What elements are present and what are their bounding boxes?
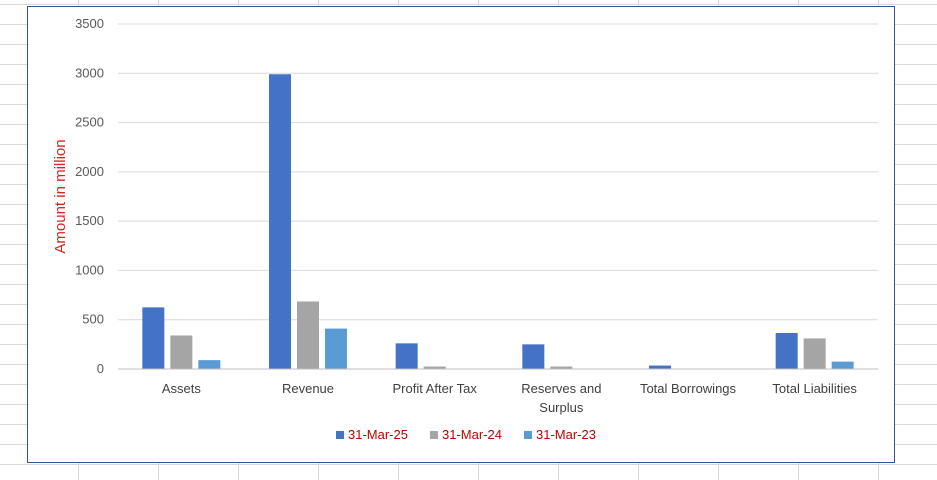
- bar: [170, 335, 193, 369]
- y-tick-label: 2500: [75, 115, 104, 130]
- y-tick-label: 0: [97, 361, 104, 376]
- x-category-label: Total Borrowings: [640, 381, 737, 396]
- bar: [522, 344, 545, 369]
- y-axis-label: Amount in million: [52, 139, 69, 253]
- chart-area: 0 500 1000 1500 2000 2500 3000 3500 Assets Reven…: [27, 6, 895, 463]
- legend-label: 31-Mar-23: [536, 427, 596, 442]
- y-tick-label: 1000: [75, 262, 104, 277]
- legend-swatch: [336, 431, 344, 439]
- y-tick-label: 500: [82, 312, 104, 327]
- y-tick-label: 3500: [75, 16, 104, 31]
- bars: [142, 74, 854, 370]
- legend: 31-Mar-25 31-Mar-24 31-Mar-23: [336, 427, 596, 442]
- bar: [269, 74, 291, 370]
- bar: [297, 301, 319, 369]
- bar: [550, 366, 573, 369]
- y-tick-label: 3000: [75, 65, 104, 80]
- bar: [198, 360, 221, 369]
- bar: [831, 361, 854, 369]
- y-axis-ticks: 0 500 1000 1500 2000 2500 3000 3500: [75, 16, 104, 376]
- legend-swatch: [524, 431, 532, 439]
- legend-item: 31-Mar-24: [430, 427, 502, 442]
- x-category-label: Revenue: [282, 381, 334, 396]
- x-category-label: Assets: [162, 381, 202, 396]
- y-tick-label: 1500: [75, 213, 104, 228]
- bar-chart: 0 500 1000 1500 2000 2500 3000 3500 Assets Reven…: [52, 16, 878, 442]
- x-category-label: Profit After Tax: [393, 381, 478, 396]
- y-tick-label: 2000: [75, 164, 104, 179]
- legend-item: 31-Mar-23: [524, 427, 596, 442]
- bar: [325, 328, 347, 369]
- legend-item: 31-Mar-25: [336, 427, 408, 442]
- bar: [142, 307, 165, 369]
- bar: [803, 338, 826, 369]
- bar: [649, 365, 671, 369]
- x-category-label: Reserves and Surplus: [521, 381, 601, 415]
- x-category-label: Total Liabilities: [772, 381, 857, 396]
- bar: [423, 366, 446, 369]
- x-axis-categories: Assets Revenue Profit After Tax Reserves an…: [162, 381, 858, 415]
- legend-label: 31-Mar-24: [442, 427, 502, 442]
- bar: [395, 343, 418, 369]
- bar: [775, 333, 798, 369]
- legend-label: 31-Mar-25: [348, 427, 408, 442]
- legend-swatch: [430, 431, 438, 439]
- gridlines: [118, 23, 878, 321]
